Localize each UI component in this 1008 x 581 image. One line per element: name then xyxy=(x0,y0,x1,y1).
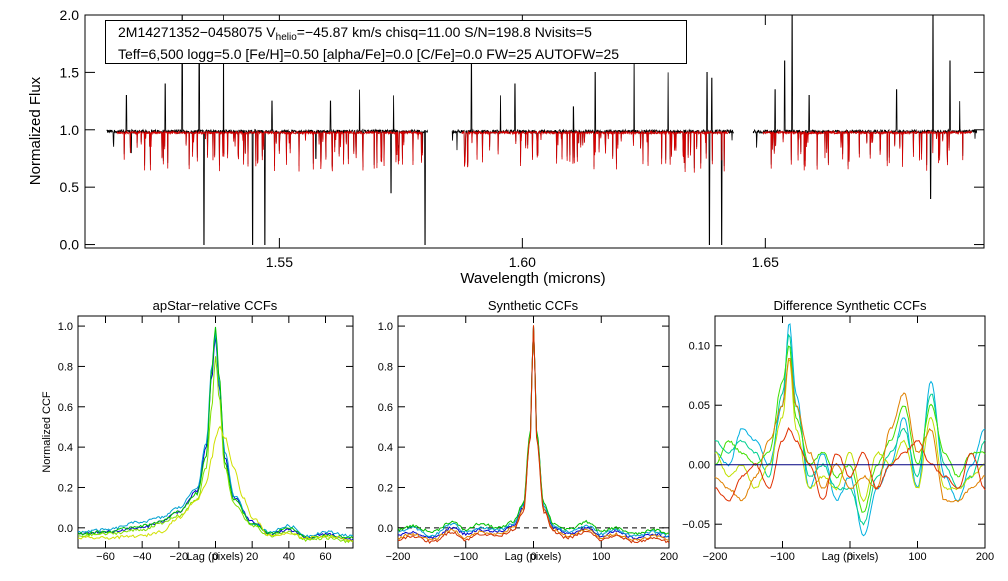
apstar-ccf-visit5-line xyxy=(78,425,354,542)
info-star-id: 2M14271352−0458075 V xyxy=(118,24,276,40)
apstar-ccf-xtick-label: 40 xyxy=(283,551,295,563)
model-spectrum-line xyxy=(762,129,972,171)
difference-ccf-xlabel: Lag (pixels) xyxy=(822,551,879,563)
spectrum-ytick-label: 0.5 xyxy=(60,179,80,195)
apstar-ccf-xtick-label: −40 xyxy=(133,551,152,563)
info-line-1: 2M14271352−0458075 Vhelio=−45.87 km/s ch… xyxy=(118,24,678,46)
apstar-ccf-ytick-label: 0.0 xyxy=(58,523,73,535)
spectrum-xtick-label: 1.65 xyxy=(752,254,779,270)
synthetic-ccf-title: Synthetic CCFs xyxy=(488,298,579,313)
difference-ccf-xtick-label: 100 xyxy=(908,551,926,563)
difference-ccf-visit4-line xyxy=(714,359,986,503)
difference-ccf-xtick-label: 200 xyxy=(976,551,994,563)
synthetic-ccf-ticks: −200 −100 0 100 200 0.0 0.2 0.4 0.6 0.8 1.0 xyxy=(378,316,678,563)
spectrum-xtick-label: 1.55 xyxy=(266,254,293,270)
apstar-ccf-title: apStar−relative CCFs xyxy=(153,298,278,313)
apstar-ccf-visit4-line xyxy=(77,356,354,544)
difference-ccf-ytick-label: −0.05 xyxy=(682,519,710,531)
difference-ccf-visit1-line xyxy=(714,323,986,537)
difference-ccf-ytick-label: 0.00 xyxy=(689,460,710,472)
synthetic-ccf-ytick-label: 0.8 xyxy=(378,361,393,373)
synthetic-ccf-panel: −200 −100 0 100 200 0.0 0.2 0.4 0.6 0.8 1.0 Synthe… xyxy=(378,298,678,563)
info-stats: =−45.87 km/s chisq=11.00 S/N=198.8 Nvisi… xyxy=(296,24,592,40)
difference-ccf-frame xyxy=(714,315,986,549)
synthetic-ccf-ytick-label: 0.6 xyxy=(378,402,393,414)
apstar-ccf-xlabel: Lag (pixels) xyxy=(187,551,244,563)
spectrum-xlabel: Wavelength (microns) xyxy=(460,270,605,287)
synthetic-ccf-ytick-label: 1.0 xyxy=(378,321,393,333)
synthetic-ccf-visit2-line xyxy=(397,327,670,538)
synthetic-ccf-visit5-line xyxy=(397,325,670,544)
apstar-ccf-xtick-label: 20 xyxy=(246,551,258,563)
info-line-2: Teff=6,500 logg=5.0 [Fe/H]=0.50 [alpha/F… xyxy=(118,46,620,62)
difference-ccf-ticks: −200 −100 0 100 200 −0.05 0.00 0.05 0.10 xyxy=(682,316,994,563)
observed-spectrum-line xyxy=(451,43,734,245)
spectrum-frame xyxy=(84,14,985,249)
difference-ccf-series xyxy=(714,323,986,537)
synthetic-ccf-xtick-label: 200 xyxy=(660,551,678,563)
difference-ccf-title: Difference Synthetic CCFs xyxy=(774,298,927,313)
spectrum-xtick-label: 1.60 xyxy=(509,254,536,270)
apstar-ccf-xtick-label: 0 xyxy=(212,551,218,563)
synthetic-ccf-ytick-label: 0.2 xyxy=(378,482,393,494)
synthetic-ccf-ytick-label: 0.4 xyxy=(378,442,393,454)
difference-ccf-visit6-line xyxy=(714,427,986,502)
spectrum-info-box: 2M14271352−0458075 Vhelio=−45.87 km/s ch… xyxy=(105,20,687,64)
apstar-ccf-xtick-label: −60 xyxy=(96,551,115,563)
synthetic-ccf-visit3-line xyxy=(397,325,670,536)
difference-ccf-xtick-label: 0 xyxy=(847,551,853,563)
apstar-ccf-panel: −60 −40 −20 0 20 40 60 0.0 0.2 0.4 0.6 0.8 1.0 apSta… xyxy=(41,298,354,563)
apstar-ccf-ytick-label: 0.6 xyxy=(58,402,73,414)
apstar-ccf-ytick-label: 1.0 xyxy=(58,321,73,333)
difference-ccf-panel: −200 −100 0 100 200 −0.05 0.00 0.05 0.10 Differe… xyxy=(682,298,994,563)
spectrum-ytick-label: 2.0 xyxy=(60,7,80,23)
spectrum-ylabel: Normalized Flux xyxy=(27,76,44,185)
difference-ccf-visit5-line xyxy=(714,358,986,503)
synthetic-ccf-xlabel: Lag (pixels) xyxy=(505,551,562,563)
model-spectrum-line xyxy=(461,130,730,173)
difference-ccf-xtick-label: −100 xyxy=(770,551,795,563)
synthetic-ccf-frame xyxy=(397,315,670,549)
difference-ccf-visit3-line xyxy=(714,345,986,513)
apstar-ccf-ticks: −60 −40 −20 0 20 40 60 0.0 0.2 0.4 0.6 0.8 1.0 xyxy=(58,316,353,563)
synthetic-ccf-visit1-line xyxy=(397,326,670,540)
synthetic-ccf-xtick-label: −200 xyxy=(386,551,411,563)
difference-ccf-xtick-label: −200 xyxy=(703,551,728,563)
spectrum-ytick-label: 1.0 xyxy=(60,122,80,138)
synthetic-ccf-xtick-label: 0 xyxy=(530,551,536,563)
synthetic-ccf-xtick-label: −100 xyxy=(453,551,478,563)
synthetic-ccf-ytick-label: 0.0 xyxy=(378,523,393,535)
apstar-ccf-frame xyxy=(77,315,354,549)
apstar-ccf-series xyxy=(77,326,354,544)
model-spectrum-series xyxy=(116,129,972,173)
spectrum-panel: 1.55 1.60 1.65 0.0 0.5 1.0 1.5 2.0 Wavelength (… xyxy=(27,7,985,287)
difference-ccf-visit2-line xyxy=(714,333,986,526)
observed-spectrum-line xyxy=(752,14,978,200)
apstar-ccf-ytick-label: 0.4 xyxy=(58,442,73,454)
synthetic-ccf-series xyxy=(397,325,670,544)
info-vhelio-subscript: helio xyxy=(275,32,297,43)
difference-ccf-ytick-label: 0.10 xyxy=(689,341,710,353)
synthetic-ccf-xtick-label: 100 xyxy=(592,551,610,563)
difference-ccf-ytick-label: 0.05 xyxy=(689,400,710,412)
apstar-ccf-ylabel: Normalized CCF xyxy=(41,391,53,473)
apstar-ccf-ytick-label: 0.2 xyxy=(58,482,73,494)
apstar-ccf-ytick-label: 0.8 xyxy=(58,361,73,373)
spectrum-ytick-label: 0.0 xyxy=(60,237,80,253)
apstar-ccf-visit2-line xyxy=(77,332,354,538)
apstar-ccf-xtick-label: 60 xyxy=(319,551,331,563)
synthetic-ccf-visit4-line xyxy=(397,325,670,541)
spectrum-ytick-label: 1.5 xyxy=(60,64,80,80)
model-spectrum-line xyxy=(116,129,423,172)
apstar-ccf-xtick-label: −20 xyxy=(169,551,188,563)
